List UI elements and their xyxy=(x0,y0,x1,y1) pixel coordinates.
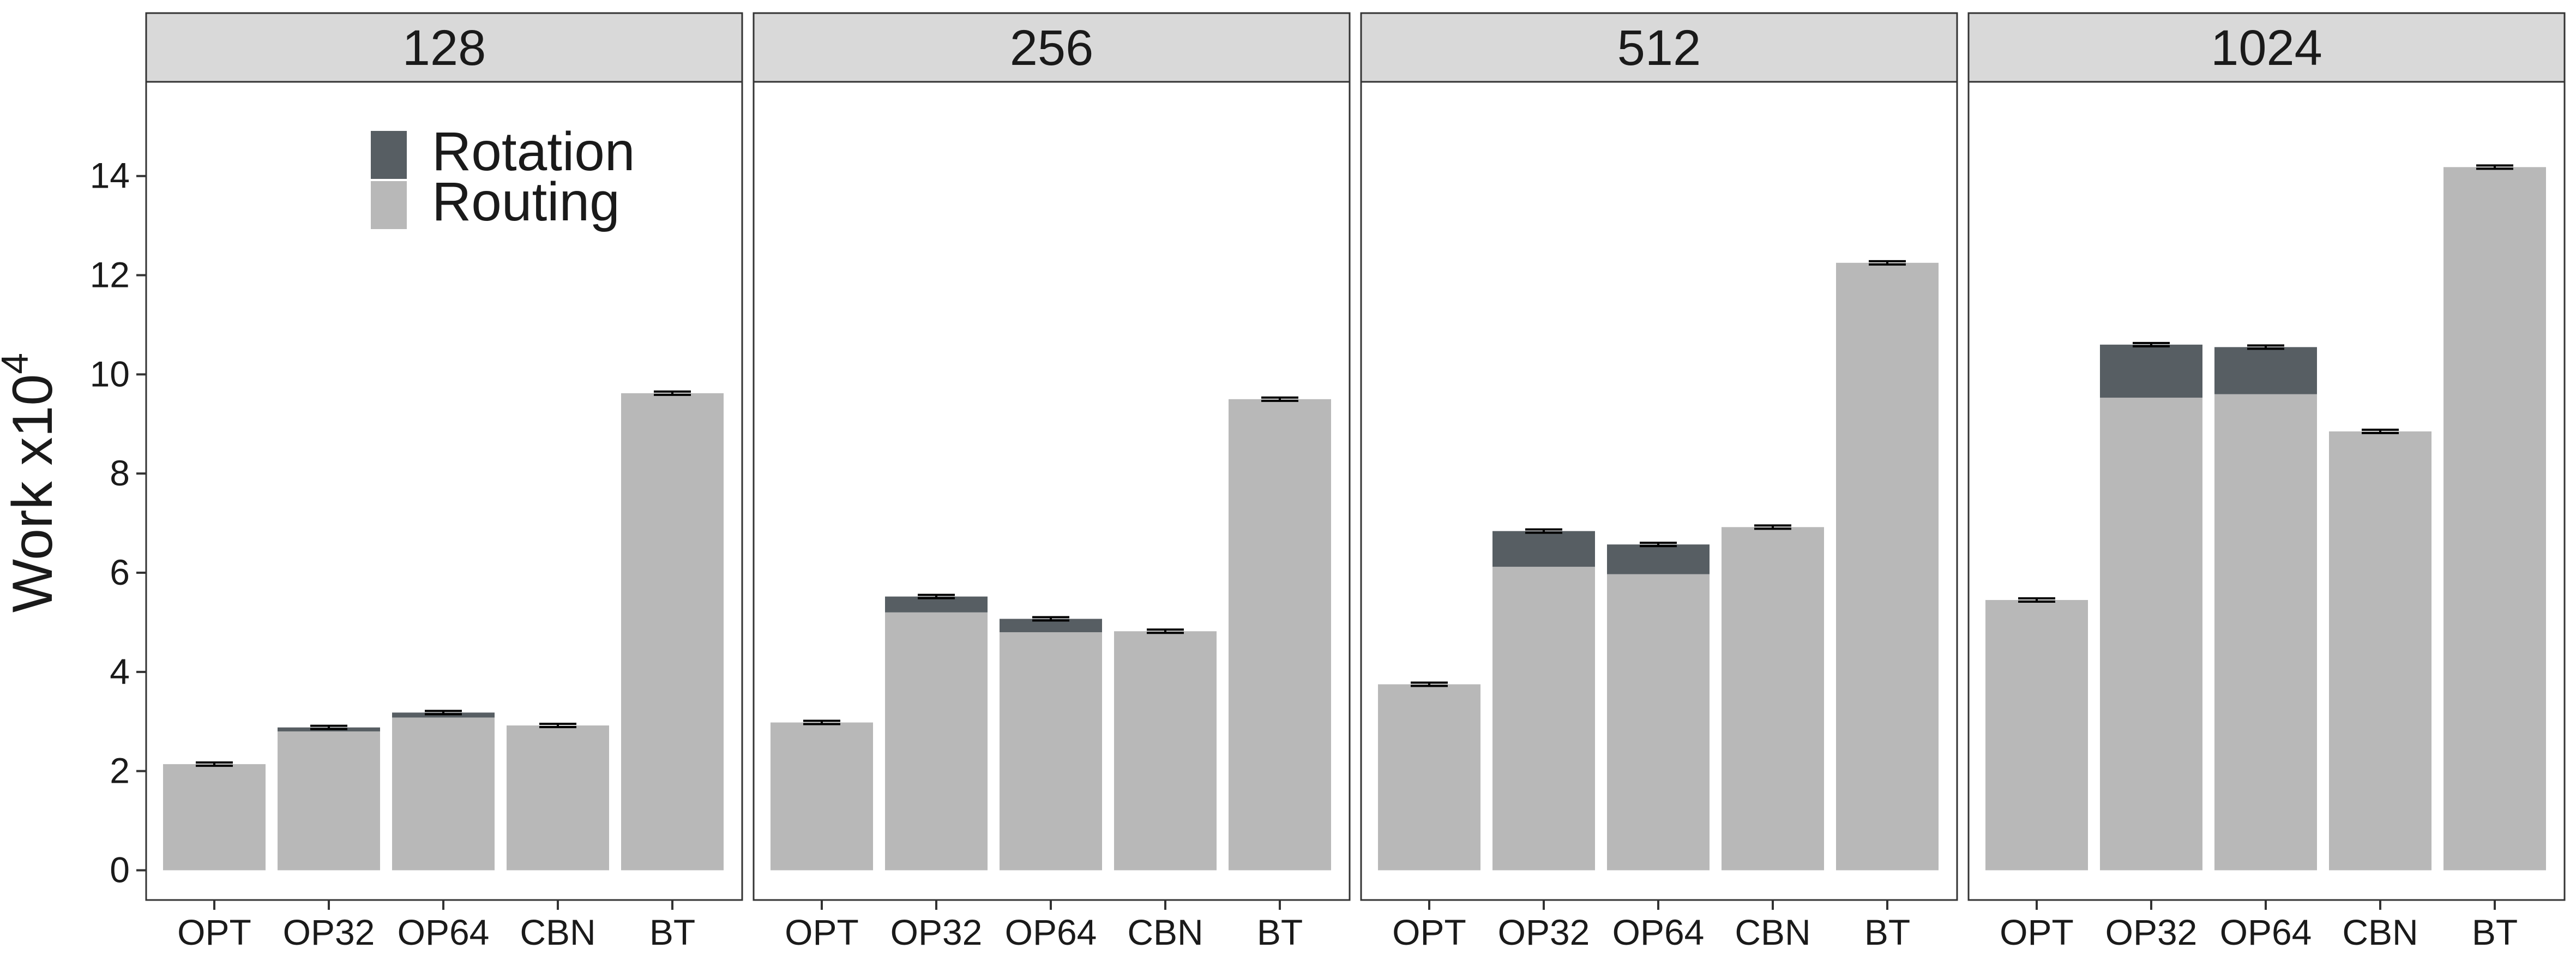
error-bar xyxy=(2476,164,2513,170)
y-tick-label: 14 xyxy=(90,155,130,196)
error-bar xyxy=(1147,628,1184,634)
x-tick-label: CBN xyxy=(1735,912,1810,952)
facet-panel: 1024 OPT OP32 OP64 CBN BT xyxy=(1967,12,2566,952)
x-tick-label: OP64 xyxy=(398,912,490,952)
bar-routing xyxy=(2329,431,2431,871)
x-tick-label: BT xyxy=(1257,912,1303,952)
bar-routing xyxy=(1000,632,1102,871)
x-tick-label: CBN xyxy=(520,912,595,952)
error-bar xyxy=(1869,260,1906,266)
y-axis-title-exponent: 4 xyxy=(0,353,36,374)
y-tick-label: 6 xyxy=(110,552,130,592)
x-tick-label: OPT xyxy=(785,912,859,952)
error-bar xyxy=(2133,341,2170,347)
legend-swatch xyxy=(371,131,407,179)
y-tick-label: 2 xyxy=(110,751,130,791)
x-tick-label: OPT xyxy=(2000,912,2074,952)
bar-routing xyxy=(1722,527,1824,871)
legend-item: Routing xyxy=(371,171,620,232)
error-bar xyxy=(310,724,347,730)
error-bar xyxy=(1525,528,1562,534)
error-bar xyxy=(425,710,462,716)
x-tick-label: OP64 xyxy=(1612,912,1705,952)
bar-routing xyxy=(1836,262,1939,871)
facet-label: 512 xyxy=(1617,20,1701,76)
x-tick-label: OPT xyxy=(177,912,251,952)
y-tick-label: 12 xyxy=(90,255,130,295)
x-tick-label: OP32 xyxy=(890,912,983,952)
bar-routing xyxy=(885,612,988,871)
bar-rotation xyxy=(2214,347,2317,394)
x-tick-label: CBN xyxy=(2342,912,2418,952)
facet-label: 128 xyxy=(402,20,486,76)
error-bar xyxy=(1754,524,1791,530)
error-bar xyxy=(1640,542,1677,548)
bar-routing xyxy=(1378,684,1480,871)
bar-routing xyxy=(507,725,609,871)
y-tick-label: 8 xyxy=(110,453,130,493)
error-bar xyxy=(2362,428,2399,434)
bar-routing xyxy=(1229,399,1331,871)
error-bar xyxy=(1032,616,1069,622)
facet-panel: 128 OPT OP32 OP64 CBN BT xyxy=(145,12,743,952)
legend-label: Routing xyxy=(432,171,620,232)
facet-strip xyxy=(1967,12,2566,83)
facet-label: 256 xyxy=(1010,20,1094,76)
x-tick-label: BT xyxy=(649,912,695,952)
legend-label: Rotation xyxy=(432,121,635,182)
bar-routing xyxy=(163,764,266,871)
bar-routing xyxy=(1985,600,2088,871)
y-tick-label: 10 xyxy=(90,353,130,394)
bar-routing xyxy=(621,393,724,871)
x-tick-label: OPT xyxy=(1392,912,1466,952)
facet-strip xyxy=(145,12,743,83)
bar-routing xyxy=(2100,398,2202,871)
error-bar xyxy=(654,390,691,396)
bar-routing xyxy=(278,731,380,871)
x-tick-label: OP64 xyxy=(1005,912,1097,952)
y-axis-title-main: Work x10 xyxy=(1,374,64,613)
bar-routing xyxy=(1492,567,1595,871)
bar-rotation xyxy=(1607,544,1710,574)
legend-item: Rotation xyxy=(371,121,635,182)
x-tick-label: OP32 xyxy=(1498,912,1590,952)
error-bar xyxy=(1261,396,1298,402)
x-tick-label: BT xyxy=(2472,912,2518,952)
facet-panel: 512 OPT OP32 OP64 CBN BT xyxy=(1360,12,1958,952)
bar-routing xyxy=(771,722,873,871)
bar-rotation xyxy=(2100,344,2202,398)
facet-label: 1024 xyxy=(2211,20,2322,76)
error-bar xyxy=(539,723,576,728)
bar-routing xyxy=(2443,167,2546,871)
y-axis-title: Work x104 xyxy=(0,353,64,613)
bar-rotation xyxy=(1492,531,1595,567)
y-axis: 0 2 4 6 8 10 12 14 xyxy=(90,155,146,890)
legend-swatch xyxy=(371,181,407,229)
error-bar xyxy=(196,761,233,767)
y-tick-label: 0 xyxy=(110,849,130,890)
bar-routing xyxy=(2214,394,2317,871)
x-tick-label: OP32 xyxy=(2105,912,2198,952)
error-bar xyxy=(1411,681,1448,687)
x-tick-label: OP32 xyxy=(283,912,375,952)
bar-routing xyxy=(1607,574,1710,871)
bar-routing xyxy=(392,717,495,871)
x-tick-label: OP64 xyxy=(2220,912,2312,952)
y-tick-label: 4 xyxy=(110,651,130,692)
facet-panel: 256 OPT OP32 OP64 CBN BT xyxy=(753,12,1351,952)
error-bar xyxy=(918,593,955,599)
error-bar xyxy=(803,719,840,725)
error-bar xyxy=(2247,344,2284,350)
error-bar xyxy=(2018,597,2055,603)
x-tick-label: BT xyxy=(1864,912,1910,952)
bar-routing xyxy=(1114,631,1217,871)
x-tick-label: CBN xyxy=(1127,912,1203,952)
